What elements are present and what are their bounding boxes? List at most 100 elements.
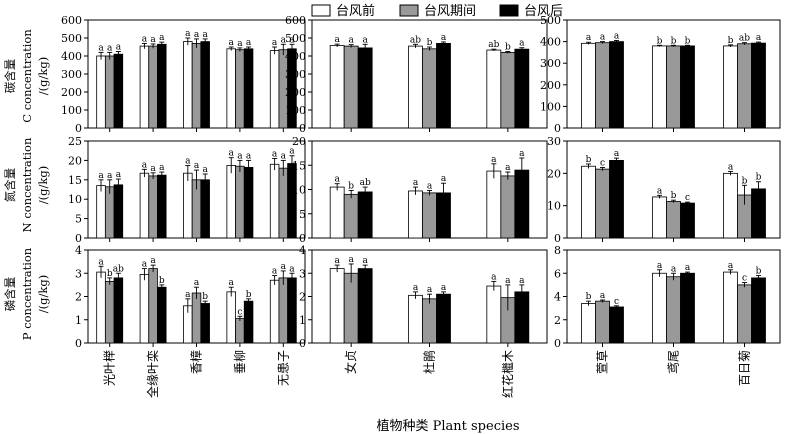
y-tick-label: 15 <box>68 174 82 187</box>
significance-label: a <box>185 156 191 166</box>
significance-label: a <box>229 278 235 288</box>
bar <box>200 179 210 239</box>
y-tick-label: 600 <box>61 14 82 27</box>
bar <box>139 45 150 129</box>
significance-label: a <box>237 39 243 49</box>
significance-label: a <box>229 38 235 48</box>
legend-swatch-before <box>311 4 331 17</box>
significance-label: a <box>272 38 278 48</box>
significance-label: a <box>334 256 340 266</box>
significance-label: a <box>116 170 122 180</box>
significance-label: b <box>756 173 762 183</box>
y-tick-label: 400 <box>285 50 306 63</box>
category-label: 无患子 <box>276 350 290 386</box>
significance-label: a <box>150 256 156 266</box>
row-label-c-en: C concentration <box>20 29 34 123</box>
y-tick-label: 20 <box>292 135 306 148</box>
significance-label: ab <box>488 40 499 50</box>
y-tick-label: 500 <box>285 32 306 45</box>
significance-label: a <box>756 33 762 43</box>
bar <box>157 43 167 129</box>
y-tick-label: 0 <box>299 232 306 245</box>
significance-label: a <box>229 149 235 159</box>
significance-label: a <box>614 32 620 42</box>
y-tick-label: 0 <box>554 232 561 245</box>
y-tick-label: 0 <box>554 122 561 135</box>
significance-label: ab <box>113 264 124 274</box>
significance-label: c <box>742 274 747 284</box>
y-tick-label: 25 <box>68 135 82 148</box>
bar <box>104 280 115 344</box>
bar <box>652 196 667 239</box>
y-tick-label: 500 <box>61 32 82 45</box>
y-tick-label: 200 <box>61 86 82 99</box>
bar <box>751 42 766 129</box>
legend: 台风前 台风期间 台风后 <box>311 3 563 19</box>
bar <box>680 45 695 129</box>
bar <box>723 271 738 344</box>
legend-label-after: 台风后 <box>524 4 563 19</box>
y-tick-label: 20 <box>547 167 561 180</box>
bar <box>609 306 624 344</box>
bar <box>581 42 596 129</box>
significance-label: a <box>159 163 165 173</box>
row-label-p-unit: /(g/kg) <box>36 275 50 313</box>
bar <box>737 284 752 344</box>
significance-label: b <box>586 292 592 302</box>
significance-label: a <box>289 35 295 45</box>
significance-label: a <box>202 165 208 175</box>
significance-label: c <box>237 307 242 317</box>
category-label: 垂柳 <box>233 350 247 374</box>
bar <box>243 166 254 239</box>
bar <box>235 49 245 129</box>
bar <box>148 175 158 239</box>
bar <box>581 303 596 344</box>
significance-label: a <box>413 283 419 293</box>
significance-label: b <box>756 267 762 277</box>
significance-label: a <box>600 33 606 43</box>
bar <box>269 279 280 344</box>
legend-swatch-during <box>399 4 419 17</box>
significance-label: c <box>685 193 690 203</box>
y-tick-label: 6 <box>554 267 561 280</box>
y-tick-label: 500 <box>540 14 561 27</box>
bar <box>609 159 624 239</box>
y-tick-label: 0 <box>299 337 306 350</box>
bar <box>148 45 158 129</box>
bar <box>148 268 158 344</box>
category-label: 萱草 <box>596 350 610 374</box>
significance-label: a <box>334 35 340 45</box>
y-tick-label: 4 <box>554 291 561 304</box>
bar <box>113 277 124 344</box>
significance-label: b <box>246 290 252 300</box>
bar <box>652 272 667 344</box>
significance-label: a <box>519 39 525 49</box>
significance-label: a <box>586 33 592 43</box>
significance-label: a <box>334 175 340 185</box>
bar <box>113 184 124 239</box>
y-tick-label: 300 <box>540 57 561 70</box>
y-tick-label: 100 <box>61 104 82 117</box>
significance-label: c <box>600 159 605 169</box>
bar <box>269 50 280 129</box>
y-tick-label: 15 <box>292 159 306 172</box>
bar <box>157 174 167 239</box>
bar <box>408 294 423 344</box>
significance-label: b <box>728 36 734 46</box>
y-tick-label: 5 <box>299 208 306 221</box>
y-tick-label: 2 <box>299 291 306 304</box>
bar <box>278 277 289 344</box>
y-tick-label: 10 <box>68 193 82 206</box>
y-tick-label: 1 <box>75 314 82 327</box>
y-tick-label: 1 <box>299 314 306 327</box>
significance-label: a <box>150 164 156 174</box>
bar <box>357 47 373 129</box>
significance-label: a <box>142 160 148 170</box>
y-tick-label: 3 <box>75 267 82 280</box>
significance-label: a <box>362 256 368 266</box>
y-tick-label: 3 <box>299 267 306 280</box>
significance-label: a <box>614 149 620 159</box>
